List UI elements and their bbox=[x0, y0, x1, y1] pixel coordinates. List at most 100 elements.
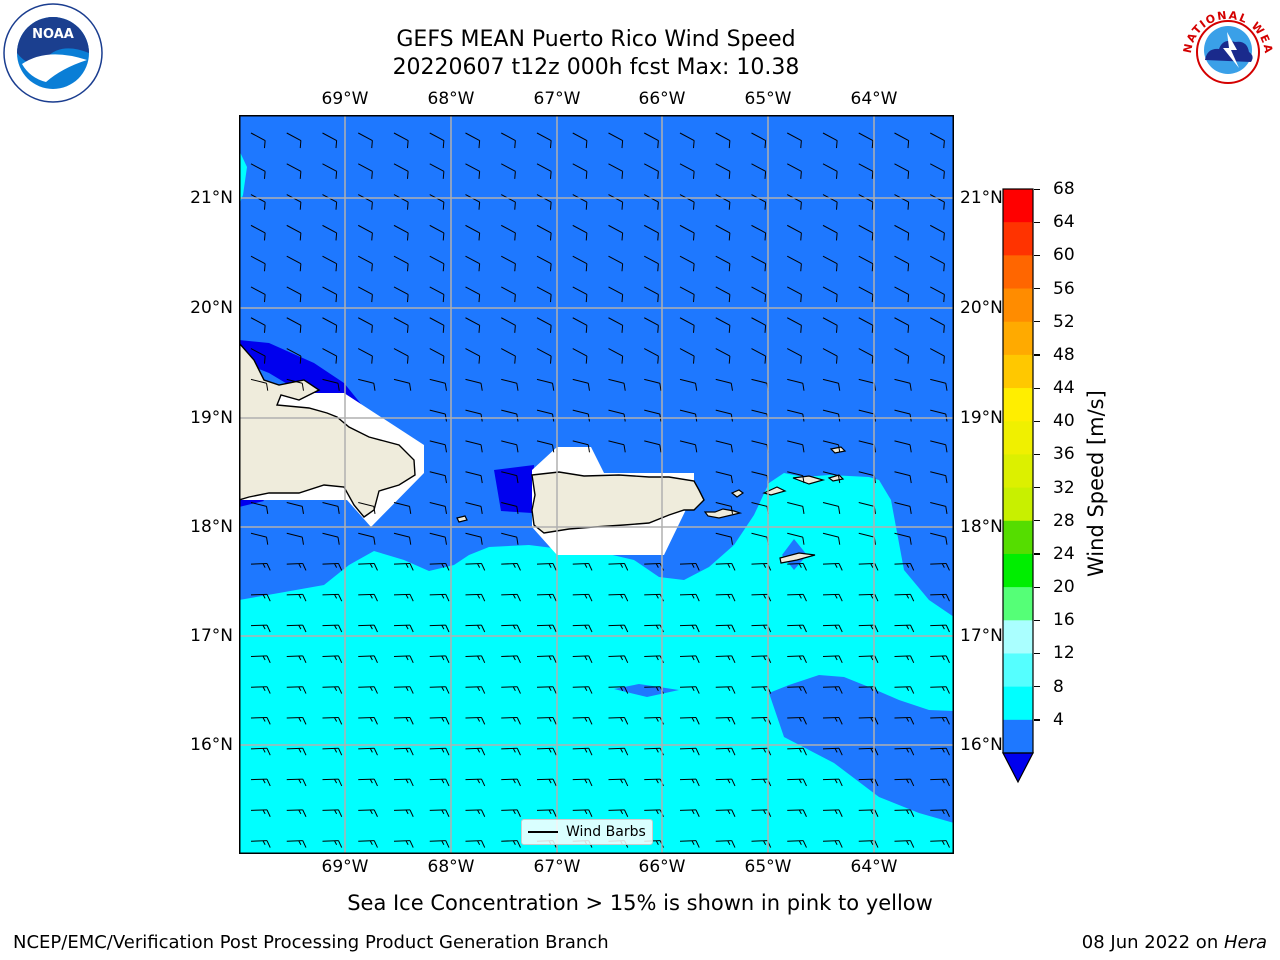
wind-barb bbox=[286, 686, 307, 694]
wind-barb bbox=[715, 378, 733, 391]
colorbar-swatches bbox=[1003, 189, 1033, 754]
lon-tick-top: 68°W bbox=[427, 89, 475, 109]
colorbar-label: 48 bbox=[1053, 344, 1075, 365]
wind-barb bbox=[644, 163, 659, 179]
wind-barb bbox=[787, 440, 805, 453]
wind-barb bbox=[894, 163, 910, 179]
wind-barb bbox=[822, 224, 838, 241]
wind-barb bbox=[536, 563, 557, 571]
wind-barb bbox=[358, 502, 376, 514]
wind-barb bbox=[822, 809, 843, 817]
colorbar-tick bbox=[1034, 254, 1040, 257]
colorbar-label: 4 bbox=[1053, 709, 1064, 730]
wind-patch bbox=[614, 684, 679, 697]
colorbar-swatch bbox=[1003, 487, 1033, 522]
wind-barb bbox=[536, 716, 557, 725]
wind-barb bbox=[393, 747, 414, 756]
wind-barb bbox=[787, 471, 805, 484]
island bbox=[730, 489, 745, 498]
wind-barb bbox=[608, 378, 626, 391]
wind-barb bbox=[501, 378, 519, 391]
wind-barb bbox=[501, 348, 516, 364]
wind-barb bbox=[322, 348, 338, 364]
colorbar-swatch bbox=[1003, 421, 1033, 455]
wind-barb bbox=[250, 348, 266, 364]
wind-barb bbox=[393, 593, 414, 602]
wind-barb bbox=[322, 840, 343, 848]
wind-barb bbox=[286, 255, 302, 272]
wind-barb bbox=[358, 563, 378, 571]
wind-barb bbox=[250, 686, 271, 694]
wind-barb bbox=[536, 378, 555, 391]
wind-barb bbox=[322, 593, 343, 602]
wind-barb bbox=[501, 778, 521, 787]
wind-barb bbox=[679, 747, 700, 756]
wind-barb bbox=[250, 840, 271, 848]
wind-barb bbox=[286, 747, 307, 756]
colorbar-label: 16 bbox=[1053, 610, 1075, 631]
wind-barb bbox=[465, 532, 483, 545]
wind-barb bbox=[715, 255, 731, 272]
wind-barb bbox=[536, 132, 552, 149]
wind-barb bbox=[894, 686, 915, 694]
wind-barb bbox=[250, 655, 271, 664]
wind-barb bbox=[322, 716, 343, 725]
wind-barb bbox=[894, 563, 915, 571]
wind-barb bbox=[286, 132, 302, 149]
wind-barb bbox=[358, 686, 378, 694]
wind-barb bbox=[894, 378, 912, 391]
wind-barb bbox=[608, 563, 629, 571]
wind-barb bbox=[465, 471, 483, 484]
wind-barb bbox=[858, 224, 874, 241]
colorbar-tick bbox=[1034, 686, 1040, 688]
wind-barb bbox=[894, 655, 915, 664]
wind-barb bbox=[322, 502, 340, 514]
colorbar-tick bbox=[1034, 586, 1040, 588]
wind-barb bbox=[501, 532, 519, 545]
wind-barb bbox=[644, 378, 662, 391]
wind-barb bbox=[858, 686, 879, 694]
colorbar-swatch bbox=[1003, 388, 1033, 422]
wind-barb bbox=[501, 840, 521, 848]
wind-barb bbox=[858, 778, 879, 787]
wind-barb bbox=[465, 255, 481, 272]
wind-barb bbox=[322, 132, 338, 149]
wind-barb bbox=[429, 378, 447, 391]
wind-barb bbox=[465, 778, 486, 787]
wind-barb bbox=[429, 255, 445, 272]
wind-barb bbox=[930, 348, 945, 364]
colorbar-tick bbox=[1034, 288, 1040, 290]
wind-barb bbox=[322, 624, 343, 633]
lon-tick-bottom: 64°W bbox=[850, 857, 898, 877]
wind-barb bbox=[358, 716, 378, 725]
wind-barb bbox=[715, 502, 733, 514]
wind-barb bbox=[393, 778, 414, 787]
wind-barb bbox=[822, 132, 838, 149]
wind-barb bbox=[608, 716, 629, 725]
lon-tick-bottom: 68°W bbox=[427, 857, 475, 877]
colorbar-label: 56 bbox=[1053, 278, 1075, 299]
wind-barb bbox=[715, 624, 736, 633]
wind-barb bbox=[787, 686, 807, 694]
wind-barb bbox=[465, 563, 486, 571]
wind-barb bbox=[608, 255, 624, 272]
wind-barb bbox=[536, 655, 557, 664]
island bbox=[779, 552, 816, 564]
wind-barb bbox=[393, 716, 414, 725]
wind-barb bbox=[465, 440, 483, 453]
wind-barb bbox=[358, 778, 378, 787]
wind-barb bbox=[822, 840, 843, 848]
wind-barb bbox=[608, 624, 629, 633]
wind-barb bbox=[465, 686, 486, 694]
wind-barb bbox=[858, 716, 879, 725]
wind-barb bbox=[822, 502, 841, 514]
wind-barb bbox=[679, 624, 700, 633]
wind-barb bbox=[572, 132, 588, 149]
wind-barb bbox=[501, 593, 521, 602]
wind-barb bbox=[715, 440, 733, 453]
colorbar-label: 32 bbox=[1053, 477, 1075, 498]
wind-barb bbox=[787, 502, 805, 514]
wind-barb bbox=[572, 163, 588, 179]
wind-barb bbox=[393, 686, 414, 694]
wind-barb bbox=[715, 286, 731, 303]
